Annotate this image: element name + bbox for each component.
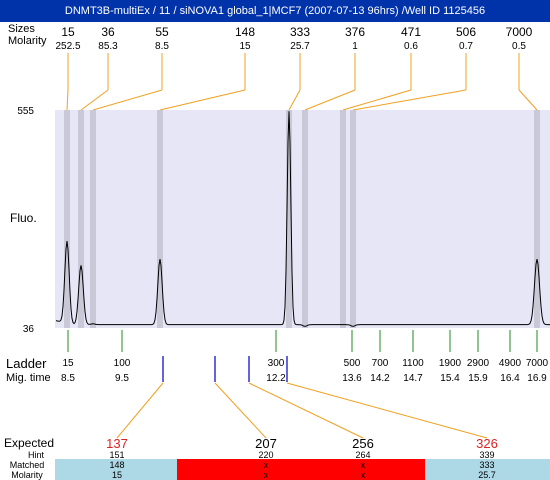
expected-size: 207 — [255, 436, 277, 451]
peak-size-label: 471 — [401, 25, 421, 39]
peak-band — [302, 110, 308, 328]
electropherogram-chart: SizesMolarity15252.53685.3558.5148153332… — [4, 23, 550, 480]
ladder-size-label: 100 — [114, 358, 131, 369]
matched-value: x — [361, 460, 366, 470]
molarity-row-label: Molarity — [8, 35, 47, 47]
ladder-time-label: 15.4 — [440, 373, 460, 384]
peak-molarity-label: 15 — [239, 41, 251, 52]
matched-value: 148 — [109, 460, 124, 470]
peak-size-label: 506 — [456, 25, 476, 39]
status-ok-band — [425, 459, 550, 480]
peak-band — [350, 110, 356, 328]
y-tick-bottom: 36 — [23, 324, 35, 335]
molarity-value: x — [264, 470, 269, 480]
expected-leader — [248, 382, 364, 439]
molarity-value: x — [361, 470, 366, 480]
molarity-value: 15 — [112, 470, 122, 480]
hint-value: 151 — [109, 450, 124, 460]
peak-band — [64, 110, 70, 328]
ladder-size-label: 500 — [344, 358, 361, 369]
hint-value: 264 — [355, 450, 370, 460]
leader-line — [159, 89, 246, 111]
peak-molarity-label: 252.5 — [55, 41, 80, 52]
leader-line — [304, 89, 356, 111]
ladder-time-label: 15.9 — [468, 373, 488, 384]
molarity-value: 25.7 — [478, 470, 496, 480]
ladder-size-label: 1900 — [439, 358, 462, 369]
hint-label: Hint — [28, 450, 45, 460]
peak-molarity-label: 0.7 — [459, 41, 473, 52]
ladder-size-label: 1100 — [402, 358, 424, 369]
matched-value: x — [264, 460, 269, 470]
ladder-time-label: 12.2 — [266, 373, 286, 384]
ladder-size-label: 4900 — [499, 358, 522, 369]
expected-label: Expected — [4, 436, 54, 450]
ladder-time-label: 14.7 — [403, 373, 423, 384]
ladder-time-label: 9.5 — [115, 373, 129, 384]
peak-band — [286, 110, 292, 328]
peak-size-label: 15 — [61, 25, 75, 39]
status-ok-band — [55, 459, 177, 480]
hint-value: 339 — [479, 450, 494, 460]
hint-value: 220 — [258, 450, 273, 460]
peak-band — [90, 110, 96, 328]
matched-value: 333 — [479, 460, 494, 470]
window-title: DNMT3B-multiEx / 11 / siNOVA1 global_1|M… — [0, 0, 550, 22]
peak-size-label: 333 — [290, 25, 310, 39]
fluorescence-trace — [55, 111, 550, 327]
expected-leader — [116, 382, 164, 439]
peak-band — [534, 110, 540, 328]
peak-molarity-label: 1 — [352, 41, 358, 52]
ladder-size-label: 700 — [372, 358, 389, 369]
peak-molarity-label: 0.6 — [404, 41, 418, 52]
expected-size: 137 — [106, 436, 128, 451]
peak-band — [78, 110, 84, 328]
mig-time-label: Mig. time — [6, 372, 51, 384]
expected-leader — [214, 382, 267, 439]
status-fail-band — [177, 459, 425, 480]
leader-line — [92, 89, 163, 111]
leader-line — [80, 89, 109, 111]
peak-size-label: 148 — [235, 25, 255, 39]
expected-leader — [286, 382, 488, 439]
expected-size: 326 — [476, 436, 498, 451]
leader-line — [288, 89, 301, 111]
ladder-size-label: 15 — [62, 358, 74, 369]
peak-size-label: 376 — [345, 25, 365, 39]
ladder-label: Ladder — [6, 356, 47, 371]
ladder-time-label: 8.5 — [61, 373, 75, 384]
ladder-time-label: 16.4 — [500, 373, 520, 384]
leader-line — [66, 89, 69, 111]
y-tick-top: 555 — [17, 106, 34, 117]
leader-line — [342, 89, 412, 111]
peak-size-label: 7000 — [506, 25, 533, 39]
peak-molarity-label: 0.5 — [512, 41, 526, 52]
ladder-size-label: 300 — [268, 358, 285, 369]
peak-molarity-label: 85.3 — [98, 41, 118, 52]
ladder-size-label: 7000 — [526, 358, 549, 369]
peak-size-label: 55 — [155, 25, 169, 39]
matched-label: Matched — [10, 460, 45, 470]
peak-band — [157, 110, 163, 328]
ladder-time-label: 16.9 — [527, 373, 547, 384]
peak-size-label: 36 — [101, 25, 115, 39]
peak-band — [340, 110, 346, 328]
peak-molarity-label: 8.5 — [155, 41, 169, 52]
y-axis-label: Fluo. — [10, 211, 37, 225]
leader-line — [518, 89, 538, 111]
leader-line — [352, 89, 467, 111]
molarity-label: Molarity — [11, 470, 43, 480]
ladder-time-label: 14.2 — [370, 373, 390, 384]
sizes-row-label: Sizes — [8, 23, 35, 35]
expected-size: 256 — [352, 436, 374, 451]
peak-molarity-label: 25.7 — [290, 41, 310, 52]
ladder-time-label: 13.6 — [342, 373, 362, 384]
ladder-size-label: 2900 — [467, 358, 490, 369]
